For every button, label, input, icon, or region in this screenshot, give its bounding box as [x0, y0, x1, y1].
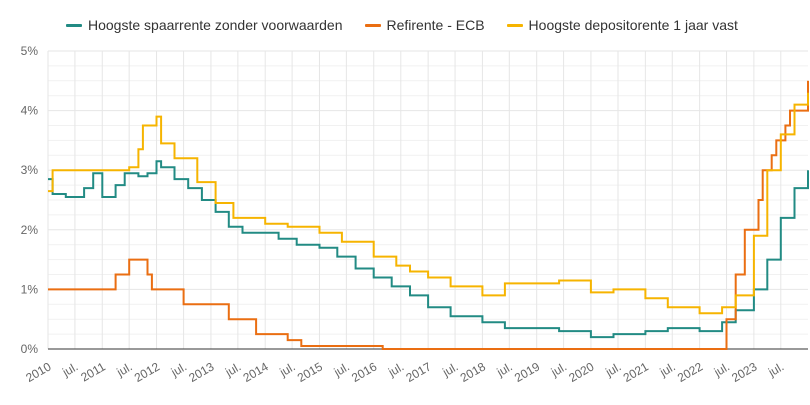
x-tick-label: jul. [494, 359, 515, 379]
x-tick-label: 2010 [23, 359, 53, 385]
legend-item-deposit[interactable]: Hoogste depositorente 1 jaar vast [506, 17, 738, 33]
x-tick-label: 2016 [349, 359, 379, 385]
x-tick-label: jul. [765, 359, 786, 379]
x-tick-label: 2020 [566, 359, 596, 385]
series-line-1 [48, 80, 809, 350]
x-tick-label: jul. [602, 359, 623, 379]
x-tick-label: jul. [59, 359, 80, 379]
legend-swatch-deposit [506, 23, 523, 27]
x-tick-label: jul. [439, 359, 460, 379]
legend-swatch-savings [66, 23, 82, 27]
y-tick-label: 2% [21, 223, 39, 237]
x-tick-label: jul. [385, 359, 406, 379]
x-tick-label: jul. [657, 359, 678, 379]
x-tick-label: 2012 [132, 359, 162, 385]
x-tick-label: 2022 [675, 359, 705, 385]
x-tick-label: jul. [114, 359, 135, 379]
legend-label-savings: Hoogste spaarrente zonder voorwaarden [88, 17, 343, 33]
y-tick-label: 3% [21, 163, 39, 177]
legend-label-ecb: Refirente - ECB [386, 17, 485, 33]
legend-label-deposit: Hoogste depositorente 1 jaar vast [528, 17, 738, 33]
x-tick-label: 2015 [295, 359, 325, 385]
legend: Hoogste spaarrente zonder voorwaarden Re… [0, 14, 738, 36]
y-tick-label: 1% [21, 282, 39, 296]
series-line-2 [48, 92, 809, 315]
x-tick-label: jul. [331, 359, 352, 379]
legend-item-ecb[interactable]: Refirente - ECB [364, 17, 485, 33]
x-tick-label: jul. [276, 359, 297, 379]
x-tick-label: jul. [711, 359, 732, 379]
x-tick-label: jul. [222, 359, 243, 379]
y-tick-label: 5% [21, 44, 39, 58]
x-tick-label: 2021 [621, 359, 651, 385]
x-tick-label: 2019 [512, 359, 542, 385]
y-tick-label: 4% [21, 104, 39, 118]
x-tick-label: 2013 [186, 359, 216, 385]
legend-item-savings[interactable]: Hoogste spaarrente zonder voorwaarden [66, 17, 343, 33]
series-line-0 [48, 160, 809, 339]
x-tick-label: 2011 [78, 359, 108, 384]
x-tick-label: jul. [168, 359, 189, 379]
y-tick-label: 0% [21, 342, 39, 356]
x-tick-label: 2018 [458, 359, 488, 385]
x-tick-label: 2023 [729, 359, 759, 385]
legend-swatch-ecb [364, 23, 381, 27]
x-tick-label: 2017 [404, 359, 434, 385]
x-tick-label: jul. [548, 359, 569, 379]
x-tick-label: 2014 [241, 359, 271, 385]
